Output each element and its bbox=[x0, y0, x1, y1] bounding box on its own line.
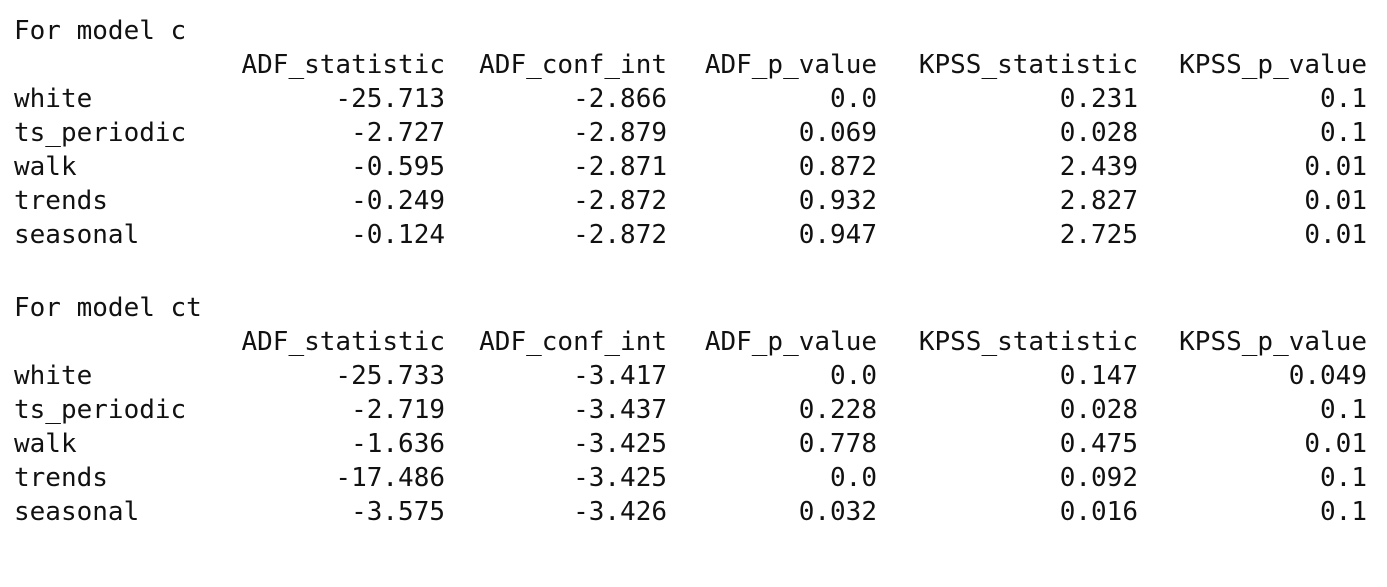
row-label: walk bbox=[14, 429, 77, 459]
table-cell: 0.01 bbox=[1304, 429, 1367, 459]
header-row: ADF_statistic ADF_conf_int ADF_p_value K… bbox=[14, 48, 1368, 82]
table-cell: 0.0 bbox=[830, 463, 877, 493]
table-cell: 2.439 bbox=[1059, 152, 1138, 182]
table-cell: -3.417 bbox=[573, 361, 667, 391]
table-row: walk -1.636 -3.425 0.778 0.475 0.01 bbox=[14, 427, 1367, 461]
table-cell: 0.1 bbox=[1320, 395, 1367, 425]
table-cell: 0.228 bbox=[798, 395, 877, 425]
section-heading: For model c bbox=[14, 16, 187, 46]
table-cell: 0.147 bbox=[1059, 361, 1138, 391]
column-header-adf-p-value: ADF_p_value bbox=[704, 50, 877, 80]
row-label: trends bbox=[14, 186, 108, 216]
header-row: ADF_statistic ADF_conf_int ADF_p_value K… bbox=[14, 325, 1368, 359]
table-row: ts_periodic -2.719 -3.437 0.228 0.028 0.… bbox=[14, 393, 1367, 427]
row-label: white bbox=[14, 84, 93, 114]
table-cell: 0.1 bbox=[1320, 497, 1367, 527]
table-cell: -3.437 bbox=[573, 395, 667, 425]
section-heading: For model ct bbox=[14, 293, 202, 323]
table-cell: -1.636 bbox=[351, 429, 445, 459]
table-row: walk -0.595 -2.871 0.872 2.439 0.01 bbox=[14, 150, 1367, 184]
index-header bbox=[14, 48, 207, 82]
table-row: trends -17.486 -3.425 0.0 0.092 0.1 bbox=[14, 461, 1367, 495]
index-header bbox=[14, 325, 207, 359]
table-cell: 0.475 bbox=[1059, 429, 1138, 459]
column-header-adf-statistic: ADF_statistic bbox=[241, 327, 446, 357]
table-row: seasonal -3.575 -3.426 0.032 0.016 0.1 bbox=[14, 495, 1367, 529]
table-cell: 0.1 bbox=[1320, 84, 1367, 114]
console-output: For model c ADF_statistic ADF_conf_int A… bbox=[14, 14, 1374, 529]
row-label: seasonal bbox=[14, 497, 140, 527]
column-header-adf-statistic: ADF_statistic bbox=[241, 50, 446, 80]
table-cell: 0.01 bbox=[1304, 186, 1367, 216]
table-cell: -17.486 bbox=[335, 463, 445, 493]
table-cell: -0.249 bbox=[351, 186, 445, 216]
table-cell: -2.871 bbox=[573, 152, 667, 182]
table-cell: 0.028 bbox=[1059, 118, 1138, 148]
table-row: ts_periodic -2.727 -2.879 0.069 0.028 0.… bbox=[14, 116, 1367, 150]
table-cell: 0.049 bbox=[1288, 361, 1367, 391]
table-cell: 0.778 bbox=[798, 429, 877, 459]
table-cell: 0.1 bbox=[1320, 463, 1367, 493]
column-header-kpss-p-value: KPSS_p_value bbox=[1179, 327, 1367, 357]
row-label: walk bbox=[14, 152, 77, 182]
table-cell: -25.733 bbox=[335, 361, 445, 391]
table-cell: -2.727 bbox=[351, 118, 445, 148]
table-cell: -3.425 bbox=[573, 429, 667, 459]
column-header-kpss-statistic: KPSS_statistic bbox=[918, 50, 1138, 80]
table-cell: -2.866 bbox=[573, 84, 667, 114]
results-table: ADF_statistic ADF_conf_int ADF_p_value K… bbox=[14, 325, 1367, 529]
table-cell: -2.879 bbox=[573, 118, 667, 148]
table-cell: -2.872 bbox=[573, 220, 667, 250]
table-cell: 0.069 bbox=[798, 118, 877, 148]
table-cell: 0.932 bbox=[798, 186, 877, 216]
row-label: ts_periodic bbox=[14, 395, 187, 425]
table-cell: 0.032 bbox=[798, 497, 877, 527]
table-row: seasonal -0.124 -2.872 0.947 2.725 0.01 bbox=[14, 218, 1367, 252]
column-header-kpss-p-value: KPSS_p_value bbox=[1179, 50, 1367, 80]
table-cell: -0.124 bbox=[351, 220, 445, 250]
table-cell: 2.725 bbox=[1059, 220, 1138, 250]
row-label: trends bbox=[14, 463, 108, 493]
table-cell: -25.713 bbox=[335, 84, 445, 114]
table-cell: 2.827 bbox=[1059, 186, 1138, 216]
table-cell: -3.426 bbox=[573, 497, 667, 527]
table-cell: -2.872 bbox=[573, 186, 667, 216]
row-label: seasonal bbox=[14, 220, 140, 250]
results-table: ADF_statistic ADF_conf_int ADF_p_value K… bbox=[14, 48, 1367, 252]
column-header-adf-conf-int: ADF_conf_int bbox=[479, 50, 667, 80]
results-section-model-c: For model c ADF_statistic ADF_conf_int A… bbox=[14, 14, 1374, 252]
table-cell: 0.01 bbox=[1304, 220, 1367, 250]
column-header-adf-conf-int: ADF_conf_int bbox=[479, 327, 667, 357]
table-cell: 0.028 bbox=[1059, 395, 1138, 425]
table-cell: -3.575 bbox=[351, 497, 445, 527]
table-cell: 0.0 bbox=[830, 84, 877, 114]
row-label: ts_periodic bbox=[14, 118, 187, 148]
column-header-kpss-statistic: KPSS_statistic bbox=[918, 327, 1138, 357]
table-cell: 0.872 bbox=[798, 152, 877, 182]
table-cell: 0.231 bbox=[1059, 84, 1138, 114]
table-row: trends -0.249 -2.872 0.932 2.827 0.01 bbox=[14, 184, 1367, 218]
table-row: white -25.733 -3.417 0.0 0.147 0.049 bbox=[14, 359, 1367, 393]
table-cell: 0.0 bbox=[830, 361, 877, 391]
table-cell: 0.1 bbox=[1320, 118, 1367, 148]
table-row: white -25.713 -2.866 0.0 0.231 0.1 bbox=[14, 82, 1367, 116]
table-cell: 0.016 bbox=[1059, 497, 1138, 527]
table-cell: -0.595 bbox=[351, 152, 445, 182]
results-section-model-ct: For model ct ADF_statistic ADF_conf_int … bbox=[14, 291, 1374, 529]
table-cell: -2.719 bbox=[351, 395, 445, 425]
table-cell: 0.947 bbox=[798, 220, 877, 250]
column-header-adf-p-value: ADF_p_value bbox=[704, 327, 877, 357]
row-label: white bbox=[14, 361, 93, 391]
table-cell: -3.425 bbox=[573, 463, 667, 493]
table-cell: 0.092 bbox=[1059, 463, 1138, 493]
table-cell: 0.01 bbox=[1304, 152, 1367, 182]
